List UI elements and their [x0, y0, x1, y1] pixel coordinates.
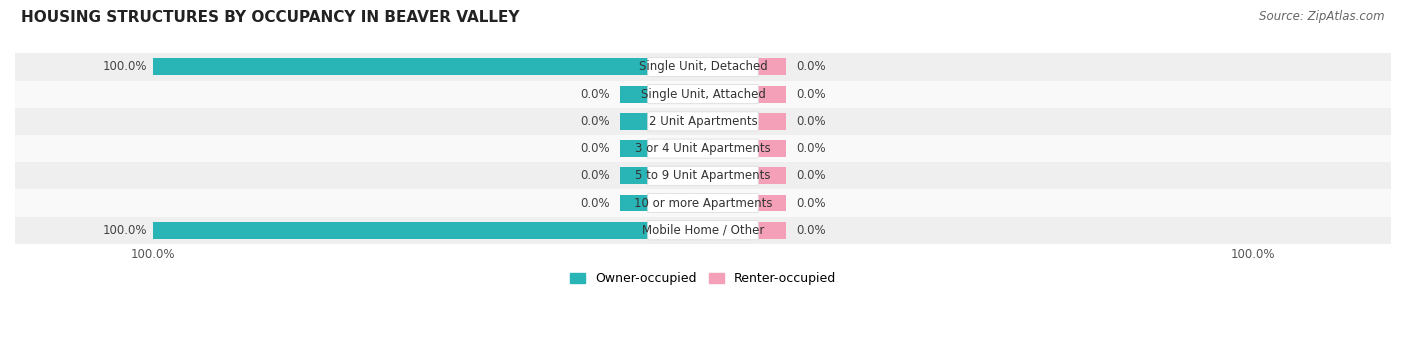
FancyBboxPatch shape — [648, 139, 758, 158]
Text: 3 or 4 Unit Apartments: 3 or 4 Unit Apartments — [636, 142, 770, 155]
FancyBboxPatch shape — [648, 84, 758, 104]
Text: 10 or more Apartments: 10 or more Apartments — [634, 197, 772, 210]
Text: 0.0%: 0.0% — [797, 169, 827, 182]
Bar — [758, 140, 786, 157]
Bar — [758, 222, 786, 239]
Bar — [620, 222, 648, 239]
Text: 0.0%: 0.0% — [579, 169, 609, 182]
Text: 100.0%: 100.0% — [103, 224, 148, 237]
Text: Mobile Home / Other: Mobile Home / Other — [641, 224, 765, 237]
Bar — [0, 80, 1406, 108]
Text: 0.0%: 0.0% — [797, 224, 827, 237]
Text: 0.0%: 0.0% — [797, 61, 827, 74]
Text: 100.0%: 100.0% — [131, 248, 174, 261]
FancyBboxPatch shape — [648, 57, 758, 76]
Bar — [0, 189, 1406, 216]
Bar — [758, 86, 786, 103]
Text: 0.0%: 0.0% — [797, 115, 827, 128]
Text: 0.0%: 0.0% — [797, 142, 827, 155]
Bar — [620, 113, 648, 130]
Bar — [620, 86, 648, 103]
Text: 0.0%: 0.0% — [797, 197, 827, 210]
Bar — [758, 167, 786, 184]
Text: 0.0%: 0.0% — [579, 142, 609, 155]
FancyBboxPatch shape — [648, 221, 758, 240]
Text: 0.0%: 0.0% — [579, 88, 609, 101]
Text: 5 to 9 Unit Apartments: 5 to 9 Unit Apartments — [636, 169, 770, 182]
Text: 100.0%: 100.0% — [103, 61, 148, 74]
Bar — [620, 140, 648, 157]
Text: 0.0%: 0.0% — [797, 88, 827, 101]
Text: 0.0%: 0.0% — [579, 115, 609, 128]
Text: HOUSING STRUCTURES BY OCCUPANCY IN BEAVER VALLEY: HOUSING STRUCTURES BY OCCUPANCY IN BEAVE… — [21, 10, 520, 25]
Text: 100.0%: 100.0% — [1232, 248, 1275, 261]
Bar — [0, 53, 1406, 80]
Bar — [153, 222, 703, 239]
Bar — [0, 162, 1406, 189]
Legend: Owner-occupied, Renter-occupied: Owner-occupied, Renter-occupied — [569, 273, 837, 286]
Bar — [0, 108, 1406, 135]
Bar — [0, 216, 1406, 244]
Text: Source: ZipAtlas.com: Source: ZipAtlas.com — [1260, 10, 1385, 23]
Text: Single Unit, Attached: Single Unit, Attached — [641, 88, 765, 101]
Bar — [0, 135, 1406, 162]
FancyBboxPatch shape — [648, 194, 758, 213]
FancyBboxPatch shape — [648, 112, 758, 131]
Text: 0.0%: 0.0% — [579, 197, 609, 210]
Bar — [758, 113, 786, 130]
Bar — [620, 58, 648, 75]
Bar — [153, 58, 703, 75]
FancyBboxPatch shape — [648, 166, 758, 185]
Bar — [758, 195, 786, 211]
Text: Single Unit, Detached: Single Unit, Detached — [638, 61, 768, 74]
Bar — [620, 167, 648, 184]
Bar — [758, 58, 786, 75]
Bar — [620, 195, 648, 211]
Text: 2 Unit Apartments: 2 Unit Apartments — [648, 115, 758, 128]
